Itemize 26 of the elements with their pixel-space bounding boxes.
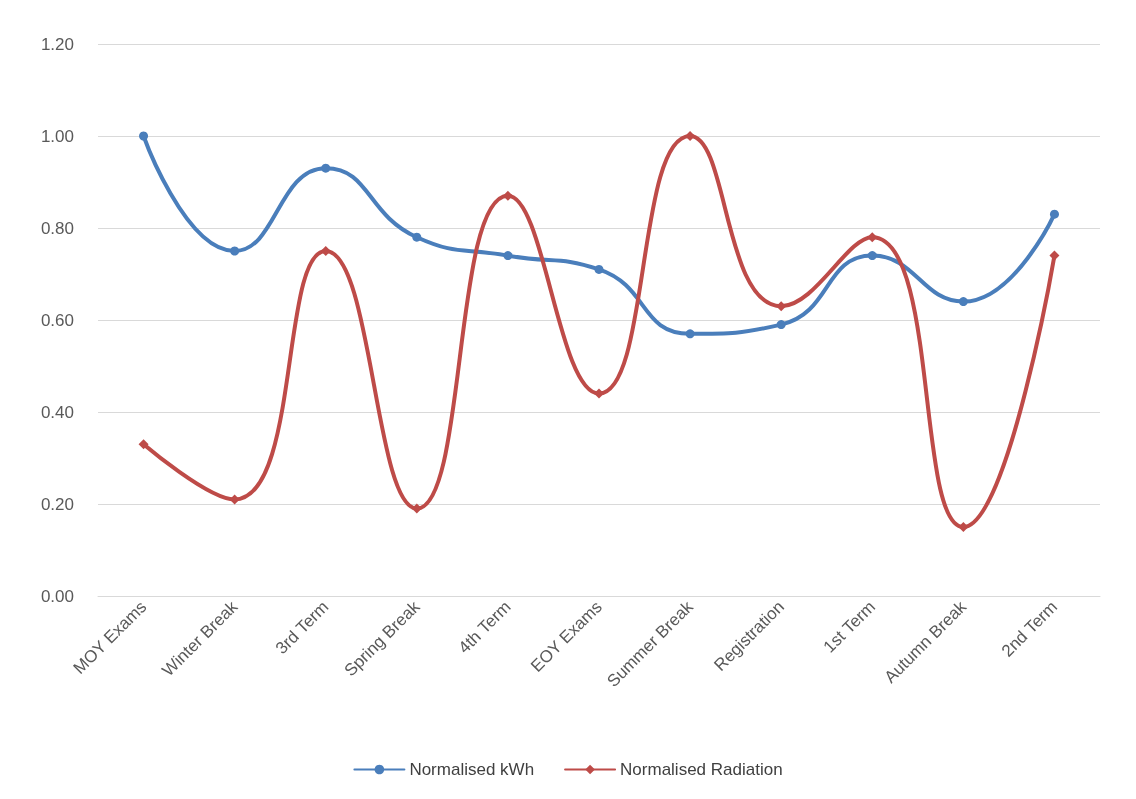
y-tick-label: 1.00 [40,126,74,146]
y-tick-label: 0.00 [40,586,74,606]
point [321,163,331,173]
y-tick-label: 0.80 [40,218,74,238]
point [411,503,422,514]
y-tick-label: 0.20 [40,494,74,514]
point [138,439,149,450]
point [1049,209,1059,219]
point [230,246,240,256]
point [139,131,149,141]
point [685,329,695,339]
point [503,251,513,261]
point [867,251,877,261]
legend-label: Normalised Radiation [620,760,783,779]
point [958,522,969,532]
point [412,232,422,242]
y-tick-label: 0.40 [40,402,74,422]
point [776,301,787,312]
legend-label: Normalised kWh [409,760,535,779]
point [958,297,968,307]
point [594,264,604,274]
point [594,388,604,399]
point [776,320,786,330]
y-tick-label: 1.20 [40,34,74,54]
point [1049,250,1060,261]
y-tick-label: 0.60 [40,310,74,330]
